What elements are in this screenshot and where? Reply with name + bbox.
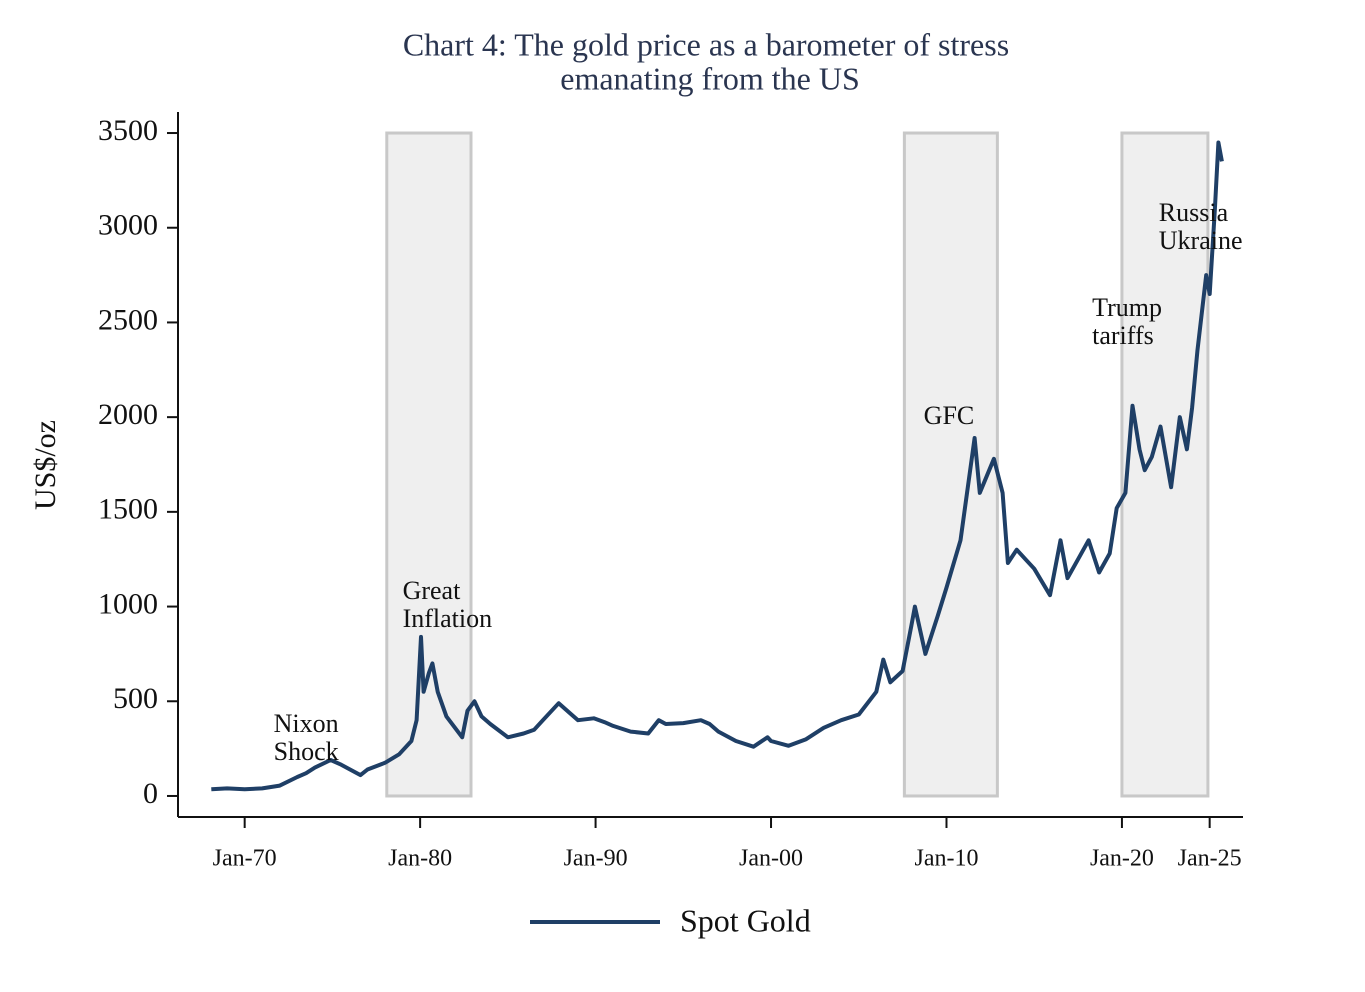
legend-label: Spot Gold	[680, 902, 811, 938]
y-tick-label: 2000	[98, 398, 158, 431]
annotation: Inflation	[403, 604, 493, 633]
x-tick-label: Jan-70	[213, 846, 277, 872]
x-tick-label: Jan-25	[1178, 846, 1242, 872]
y-tick-label: 1500	[98, 493, 158, 526]
series-line	[211, 140, 1224, 792]
y-axis-title: US$/oz	[29, 420, 62, 510]
x-tick-label: Jan-10	[914, 846, 978, 872]
annotation: Shock	[274, 737, 339, 766]
shaded-period	[1120, 131, 1210, 798]
x-tick-label: Jan-80	[388, 846, 452, 872]
y-tick-label: 500	[113, 682, 158, 715]
shaded-period	[902, 131, 999, 798]
x-tick-label: Jan-00	[739, 846, 803, 872]
annotation: Ukraine	[1159, 226, 1243, 255]
y-tick-label: 3500	[98, 114, 158, 147]
annotation: Russia	[1159, 198, 1229, 227]
y-tick-label: 3000	[98, 209, 158, 242]
shaded-period	[385, 131, 473, 798]
annotation: GFC	[924, 401, 975, 430]
x-tick-label: Jan-90	[564, 846, 628, 872]
annotation: tariffs	[1092, 321, 1154, 350]
x-tick-label: Jan-20	[1090, 846, 1154, 872]
annotation: Nixon	[274, 709, 339, 738]
y-tick-label: 0	[143, 777, 158, 810]
y-tick-label: 2500	[98, 303, 158, 336]
annotation: Trump	[1092, 293, 1162, 322]
chart-title: Chart 4: The gold price as a barometer o…	[403, 26, 1009, 62]
y-tick-label: 1000	[98, 587, 158, 620]
chart-title: emanating from the US	[560, 60, 859, 96]
annotation: Great	[403, 576, 462, 605]
